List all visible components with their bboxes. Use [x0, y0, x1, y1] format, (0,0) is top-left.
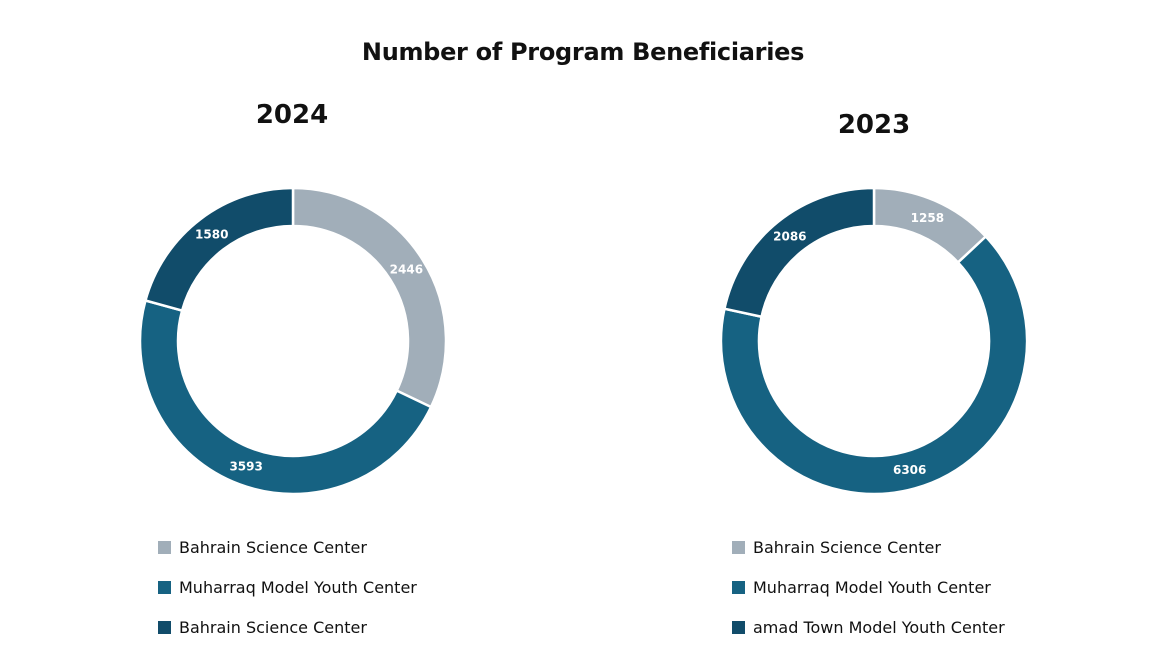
legend-label: Muharraq Model Youth Center	[179, 577, 417, 597]
legend-label: Bahrain Science Center	[753, 537, 941, 557]
slice-value-label: 2086	[773, 230, 806, 244]
slice-value-label: 1258	[911, 211, 944, 225]
donut-slice	[722, 186, 876, 319]
legend-label: Bahrain Science Center	[179, 617, 367, 637]
legend-swatch	[158, 620, 171, 634]
donut-slice	[138, 298, 433, 496]
legend-swatch	[732, 620, 745, 634]
legend-label: Bahrain Science Center	[179, 537, 367, 557]
legend-item: Bahrain Science Center	[732, 537, 1005, 557]
slice-value-label: 3593	[229, 460, 262, 474]
legend-label: amad Town Model Youth Center	[753, 617, 1005, 637]
legend-swatch	[158, 540, 171, 554]
legend-item: Bahrain Science Center	[158, 537, 417, 557]
chart-title: Number of Program Beneficiaries	[361, 38, 805, 66]
slice-value-label: 1580	[195, 227, 228, 241]
legend-item: amad Town Model Youth Center	[732, 617, 1005, 637]
slice-value-label: 6306	[893, 463, 926, 477]
legend-2023: Bahrain Science Center Muharraq Model Yo…	[732, 537, 1005, 657]
legend-swatch	[732, 580, 745, 594]
legend-swatch	[158, 580, 171, 594]
legend-item: Bahrain Science Center	[158, 617, 417, 637]
legend-item: Muharraq Model Youth Center	[158, 577, 417, 597]
donut-slice	[719, 234, 1029, 496]
legend-swatch	[732, 540, 745, 554]
donut-slice	[143, 186, 295, 313]
legend-item: Muharraq Model Youth Center	[732, 577, 1005, 597]
slice-value-label: 2446	[390, 263, 423, 277]
chart-2023-title: 2023	[837, 110, 911, 140]
legend-2024: Bahrain Science Center Muharraq Model Yo…	[158, 537, 417, 657]
chart-2024-title: 2024	[255, 100, 329, 130]
legend-label: Muharraq Model Youth Center	[753, 577, 991, 597]
